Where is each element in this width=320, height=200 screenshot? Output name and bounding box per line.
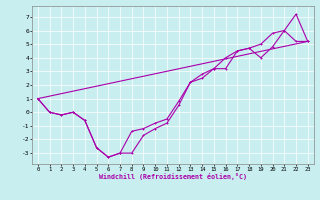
X-axis label: Windchill (Refroidissement éolien,°C): Windchill (Refroidissement éolien,°C) [99,173,247,180]
